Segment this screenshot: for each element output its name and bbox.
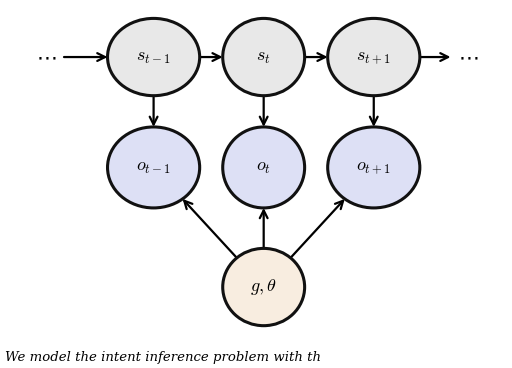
Ellipse shape	[108, 127, 200, 208]
Ellipse shape	[328, 127, 420, 208]
Text: $s_{t-1}$: $s_{t-1}$	[136, 48, 171, 66]
Ellipse shape	[108, 18, 200, 96]
Ellipse shape	[223, 248, 305, 326]
Text: We model the intent inference problem with th: We model the intent inference problem wi…	[5, 351, 321, 364]
Ellipse shape	[223, 18, 305, 96]
Text: $s_{t}$: $s_{t}$	[257, 48, 271, 66]
Text: $g, \theta$: $g, \theta$	[250, 277, 277, 297]
Ellipse shape	[223, 127, 305, 208]
Text: $\cdots$: $\cdots$	[36, 47, 56, 67]
Text: $o_{t+1}$: $o_{t+1}$	[356, 159, 391, 176]
Text: $o_{t-1}$: $o_{t-1}$	[136, 159, 171, 176]
Text: $o_{t}$: $o_{t}$	[256, 159, 271, 176]
Text: $s_{t+1}$: $s_{t+1}$	[356, 48, 391, 66]
Text: $\cdots$: $\cdots$	[458, 47, 479, 67]
Ellipse shape	[328, 18, 420, 96]
